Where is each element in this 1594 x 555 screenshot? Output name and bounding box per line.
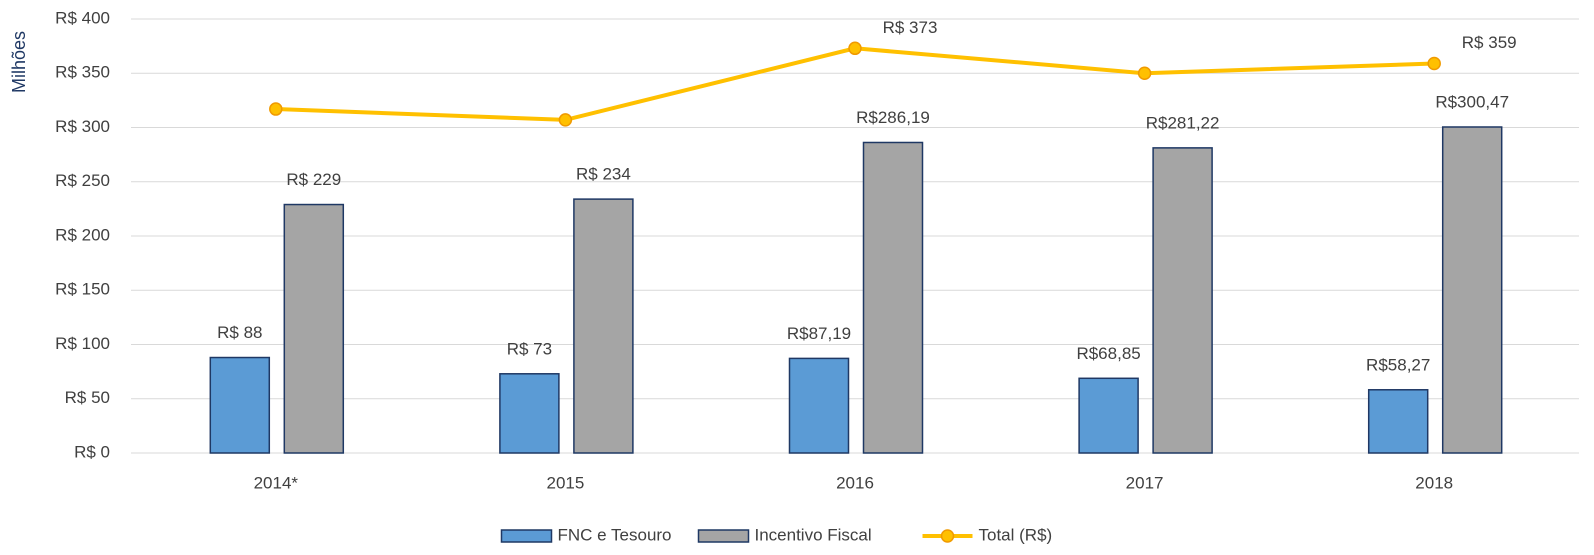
bar bbox=[1152, 147, 1213, 454]
y-tick-label: R$ 200 bbox=[55, 225, 110, 244]
x-tick-label: 2016 bbox=[836, 473, 874, 492]
data-label: R$ 229 bbox=[286, 170, 341, 189]
bar bbox=[1441, 126, 1503, 454]
y-tick-label: R$ 150 bbox=[55, 280, 110, 299]
y-tick-label: R$ 50 bbox=[65, 388, 110, 407]
marker bbox=[269, 102, 283, 116]
y-tick-label: R$ 100 bbox=[55, 334, 110, 353]
marker bbox=[558, 113, 573, 127]
legend-marker bbox=[940, 529, 955, 543]
marker bbox=[1137, 66, 1152, 80]
data-label: R$ 359 bbox=[1462, 33, 1517, 52]
data-label: R$281,22 bbox=[1146, 113, 1220, 132]
legend-swatch bbox=[697, 529, 750, 543]
x-tick-label: 2018 bbox=[1415, 473, 1453, 492]
data-label: R$ 88 bbox=[217, 323, 262, 342]
legend-label: Total (R$) bbox=[979, 525, 1053, 544]
marker bbox=[848, 41, 862, 56]
y-tick-label: R$ 250 bbox=[55, 171, 110, 190]
bar bbox=[862, 141, 924, 454]
data-label: R$300,47 bbox=[1435, 92, 1509, 111]
data-label: R$ 73 bbox=[507, 339, 552, 358]
line bbox=[275, 46, 1435, 122]
y-tick-label: R$ 0 bbox=[74, 442, 110, 461]
data-label: R$68,85 bbox=[1076, 344, 1140, 363]
data-label: R$286,19 bbox=[856, 108, 930, 127]
data-label: R$87,19 bbox=[787, 324, 851, 343]
bar bbox=[209, 356, 271, 454]
data-label: R$58,27 bbox=[1366, 355, 1430, 374]
marker bbox=[1427, 56, 1441, 71]
bar bbox=[573, 198, 634, 454]
legend-label: FNC e Tesouro bbox=[558, 525, 672, 544]
x-tick-label: 2015 bbox=[546, 473, 584, 492]
x-tick-label: 2017 bbox=[1126, 473, 1164, 492]
y-tick-label: R$ 300 bbox=[55, 117, 110, 136]
y-axis-label: Milhões bbox=[9, 31, 29, 93]
data-label: R$ 234 bbox=[576, 165, 631, 184]
data-label: R$ 373 bbox=[883, 18, 938, 37]
y-tick-label: R$ 350 bbox=[55, 63, 110, 82]
bar bbox=[1078, 377, 1139, 454]
y-tick-label: R$ 400 bbox=[55, 8, 110, 27]
legend-label: Incentivo Fiscal bbox=[755, 525, 872, 544]
x-tick-label: 2014* bbox=[254, 473, 299, 492]
bar bbox=[788, 357, 850, 454]
bar bbox=[283, 203, 345, 454]
bar bbox=[1367, 389, 1429, 454]
bar bbox=[499, 373, 560, 454]
legend-swatch bbox=[500, 529, 553, 543]
